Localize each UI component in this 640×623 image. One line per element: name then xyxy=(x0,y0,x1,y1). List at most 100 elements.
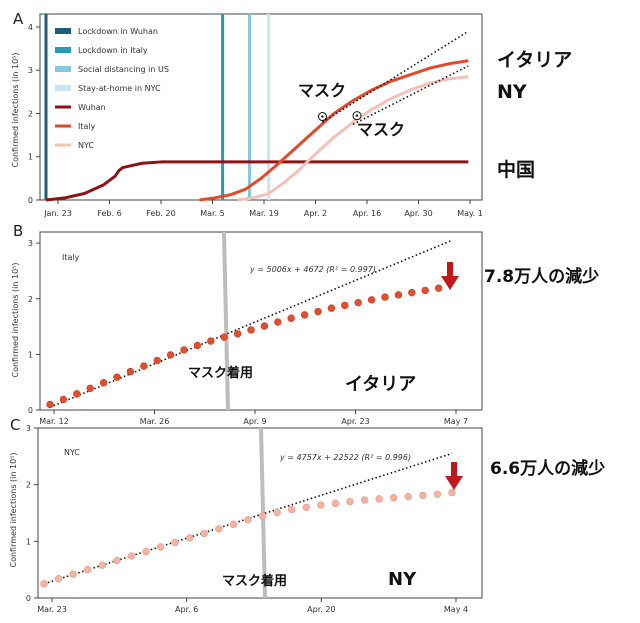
panel-b-title: Italy xyxy=(62,253,80,262)
data-point xyxy=(354,298,362,307)
legend-label: NYC xyxy=(78,141,94,150)
data-point xyxy=(448,488,456,497)
trend-line xyxy=(352,65,469,126)
data-point xyxy=(381,293,389,301)
legend-swatch xyxy=(55,85,71,91)
data-point xyxy=(166,351,175,359)
trend-line xyxy=(43,452,453,585)
data-point xyxy=(341,301,349,310)
panel-a-trend-lines xyxy=(322,30,469,126)
legend-swatch xyxy=(55,28,71,34)
data-point xyxy=(140,362,148,370)
data-point xyxy=(233,330,242,338)
panel-a-xtick-label: Apr. 2 xyxy=(304,209,327,218)
data-point xyxy=(260,322,269,330)
legend-label: Wuhan xyxy=(78,103,106,112)
panel-c-letter: C xyxy=(10,416,20,434)
xtick-label: Apr. 20 xyxy=(307,605,335,614)
panel-a-xtick-label: Mar. 5 xyxy=(200,209,225,218)
data-point xyxy=(229,520,238,529)
panel-a-ytick-label: 0 xyxy=(28,196,33,205)
panel-c-equation: y = 4757x + 22522 (R² = 0.996) xyxy=(279,453,411,462)
data-point xyxy=(274,318,282,326)
xtick-label: Apr. 9 xyxy=(243,417,266,426)
data-point xyxy=(59,395,68,404)
ytick-label: 0 xyxy=(28,406,33,415)
series-line-italy xyxy=(199,59,469,202)
panel-c-down-arrow-icon xyxy=(445,462,463,490)
data-point xyxy=(421,286,429,295)
panel-a-policy-lines xyxy=(44,14,271,200)
panel-a-ytick-label: 4 xyxy=(28,23,33,32)
data-point xyxy=(367,296,376,304)
panel-a-xtick-label: Apr. 16 xyxy=(353,209,381,218)
panel-a-xtick-label: Mar. 19 xyxy=(249,209,279,218)
panel-c-axes: 0 1 2 3 Mar. 23 Apr. 6 Apr. 20 May 4 xyxy=(26,424,468,614)
data-point xyxy=(54,575,63,583)
policy-line xyxy=(44,14,48,200)
legend-swatch xyxy=(55,66,71,72)
panel-a-axes: 0 1 2 3 4 Jan. 23 Feb. 6 Feb. 20 Mar. 5 Mar. 19 Ap… xyxy=(28,23,483,218)
mask-marker-dot xyxy=(355,114,359,117)
panel-a-xtick-label: May. 1 xyxy=(457,209,483,218)
panel-b: B 0 1 2 3 Mar. 12 Mar. 26 Apr. 9 Apr. 23 May 7 I… xyxy=(11,222,599,426)
data-point xyxy=(69,570,77,578)
legend-label: Lockdown in Wuhan xyxy=(78,27,158,36)
panel-a: A 0 1 2 3 4 Jan. 23 Feb. 6 Feb. 20 Mar. 5 Mar. 19… xyxy=(11,10,572,218)
panel-a-ytick-label: 3 xyxy=(28,66,33,75)
data-point xyxy=(156,543,165,551)
mask-marker-label: マスク xyxy=(298,81,346,100)
series-line-nyc xyxy=(237,75,469,202)
panel-c-title: NYC xyxy=(64,448,80,457)
ytick-label: 2 xyxy=(26,481,31,490)
data-point xyxy=(302,503,310,512)
data-point xyxy=(46,400,54,409)
data-point xyxy=(408,288,416,297)
data-point xyxy=(171,538,179,547)
xtick-label: Mar. 23 xyxy=(37,605,67,614)
panel-b-equation: y = 5006x + 4672 (R² = 0.997) xyxy=(249,265,376,274)
data-point xyxy=(273,508,281,517)
data-point xyxy=(126,367,135,376)
data-point xyxy=(419,491,427,500)
data-point xyxy=(86,384,94,393)
panel-b-ylabel: Confirmed infections (in 10⁵) xyxy=(11,262,20,377)
panel-b-down-arrow-icon xyxy=(441,262,459,290)
data-point xyxy=(247,326,255,334)
panel-c-trend-line xyxy=(43,452,453,585)
data-point xyxy=(287,314,295,322)
legend-swatch xyxy=(55,124,71,128)
panel-a-frame xyxy=(39,13,483,201)
data-point xyxy=(207,337,215,345)
data-point xyxy=(215,525,223,533)
data-point xyxy=(193,341,202,350)
panel-c-side-label: 6.6万人の減少 xyxy=(490,458,605,479)
panel-a-letter: A xyxy=(13,10,24,28)
data-point xyxy=(220,333,228,341)
panel-a-ylabel: Confirmed infections (in 10⁵) xyxy=(11,52,20,167)
panel-b-mask-line xyxy=(222,231,230,411)
legend-label: Lockdown in Italy xyxy=(78,46,148,55)
data-point xyxy=(186,534,194,542)
ytick-label: 1 xyxy=(26,537,31,546)
xtick-label: May 4 xyxy=(444,605,468,614)
data-point xyxy=(142,547,150,556)
panel-a-ytick-label: 1 xyxy=(28,153,33,162)
data-point xyxy=(153,356,161,365)
panel-c-mask-label: マスク着用 xyxy=(222,573,287,589)
data-point xyxy=(300,311,309,319)
policy-line xyxy=(221,14,225,200)
data-point xyxy=(375,495,383,503)
xtick-label: May 7 xyxy=(444,417,468,426)
ytick-label: 2 xyxy=(28,295,33,304)
ytick-label: 3 xyxy=(26,424,31,433)
trend-line xyxy=(322,30,469,123)
ytick-label: 1 xyxy=(28,350,33,359)
panel-b-axes: 0 1 2 3 Mar. 12 Mar. 26 Apr. 9 Apr. 23 May 7 xyxy=(28,239,468,426)
panel-b-country-label: イタリア xyxy=(345,374,416,395)
data-point xyxy=(404,492,412,501)
policy-line xyxy=(247,14,251,200)
side-label-china: 中国 xyxy=(497,158,535,181)
panel-a-xtick-label: Feb. 6 xyxy=(97,209,121,218)
xtick-label: Mar. 26 xyxy=(140,417,170,426)
